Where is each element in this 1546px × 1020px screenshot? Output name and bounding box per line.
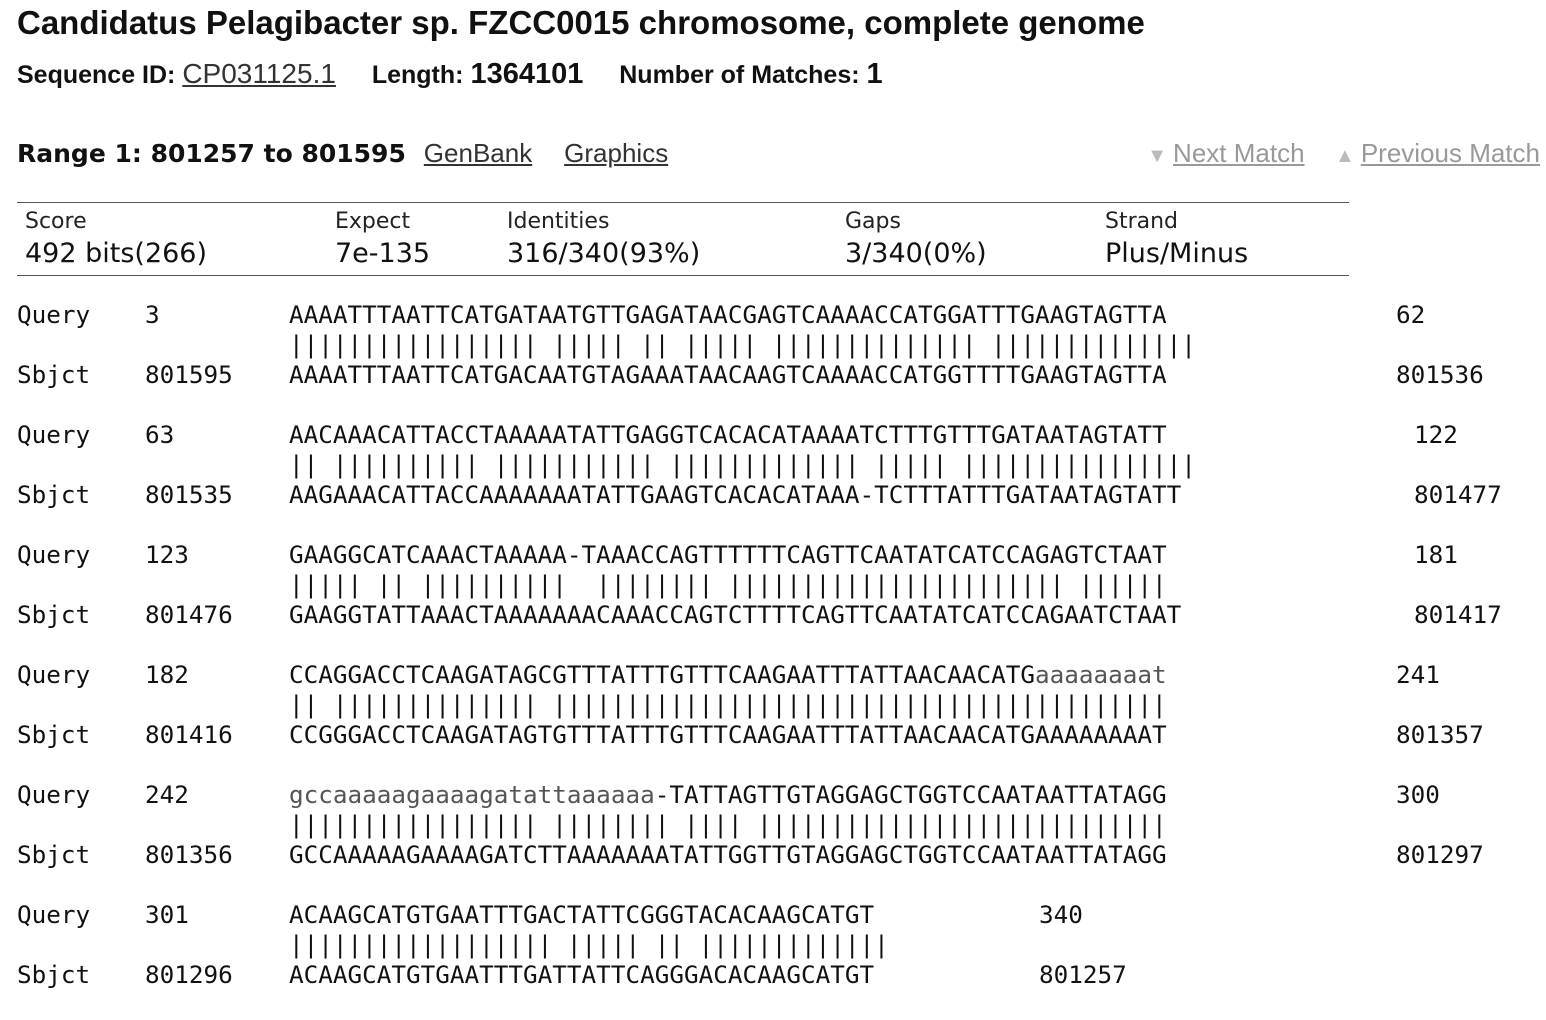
query-start: 63 xyxy=(145,420,175,449)
query-start: 123 xyxy=(145,540,189,569)
match-bars: ||||| || |||||||||| |||||||| |||||||||||… xyxy=(289,570,1167,599)
next-match-link[interactable]: Next Match xyxy=(1173,138,1305,168)
query-end: 62 xyxy=(1396,300,1426,329)
match-bars: || |||||||||||||| ||||||||||||||||||||||… xyxy=(289,690,1167,719)
length-value: 1364101 xyxy=(470,58,584,90)
query-sequence-upper: AAAATTTAATTCATGATAATGTTGAGATAACGAGTCAAAA… xyxy=(289,300,1167,329)
subject-sequence: CCGGGACCTCAAGATAGTGTTTATTTGTTTCAAGAATTTA… xyxy=(289,720,1167,749)
subject-end: 801536 xyxy=(1396,360,1484,389)
subject-sequence: GAAGGTATTAAACTAAAAAAACAAACCAGTCTTTTCAGTT… xyxy=(289,600,1182,629)
length-label: Length: xyxy=(371,61,464,89)
subject-end: 801297 xyxy=(1396,840,1484,869)
query-end: 122 xyxy=(1414,420,1458,449)
sequence-info: Sequence ID: CP031125.1 Length: 1364101 … xyxy=(17,58,883,91)
query-label: Query xyxy=(17,660,91,689)
sequence-id-link[interactable]: CP031125.1 xyxy=(182,58,336,89)
strand-stat: Strand Plus/Minus xyxy=(1105,207,1248,271)
range-header: Range 1: 801257 to 801595 GenBank Graphi… xyxy=(17,138,668,169)
query-sequence-upper: CCAGGACCTCAAGATAGCGTTTATTTGTTTCAAGAATTTA… xyxy=(289,660,1036,689)
subject-start: 801416 xyxy=(145,720,233,749)
query-sequence-lower: aaaaaaaat xyxy=(1035,660,1167,689)
query-end: 181 xyxy=(1414,540,1458,569)
query-sequence: gccaaaaagaaaagatattaaaaaa-TATTAGTTGTAGGA… xyxy=(289,780,1167,810)
query-sequence-upper: ACAAGCATGTGAATTTGACTATTCGGGTACACAAGCATGT xyxy=(289,900,875,929)
gaps-value: 3/340(0%) xyxy=(845,238,987,269)
subject-start: 801595 xyxy=(145,360,233,389)
query-label: Query xyxy=(17,780,91,809)
matches-label: Number of Matches: xyxy=(619,61,860,89)
query-sequence-tail: -TATTAGTTGTAGGAGCTGGTCCAATAATTATAGG xyxy=(654,780,1167,809)
match-navigation: ▼ Next Match ▲ Previous Match xyxy=(1147,138,1540,169)
range-label: Range 1: 801257 to 801595 xyxy=(17,139,406,168)
subject-end: 801477 xyxy=(1414,480,1502,509)
query-end: 300 xyxy=(1396,780,1440,809)
subject-label: Sbjct xyxy=(17,480,91,509)
match-bars: ||||||||||||||||| ||||| || ||||| |||||||… xyxy=(289,330,1196,359)
expect-stat: Expect 7e-135 xyxy=(335,207,430,271)
subject-sequence: AAGAAACATTACCAAAAAAATATTGAAGTCACACATAAA-… xyxy=(289,480,1182,509)
query-sequence: AAAATTTAATTCATGATAATGTTGAGATAACGAGTCAAAA… xyxy=(289,300,1167,330)
subject-label: Sbjct xyxy=(17,600,91,629)
query-label: Query xyxy=(17,300,91,329)
query-label: Query xyxy=(17,420,91,449)
subject-start: 801535 xyxy=(145,480,233,509)
score-label: Score xyxy=(25,209,87,234)
query-sequence: AACAAACATTACCTAAAAATATTGAGGTCACACATAAAAT… xyxy=(289,420,1167,450)
subject-start: 801356 xyxy=(145,840,233,869)
matches-value: 1 xyxy=(866,58,883,90)
strand-label: Strand xyxy=(1105,209,1179,234)
subject-sequence: ACAAGCATGTGAATTTGATTATTCAGGGACACAAGCATGT xyxy=(289,960,875,989)
score-stat: Score 492 bits(266) xyxy=(25,207,207,271)
query-sequence: ACAAGCATGTGAATTTGACTATTCGGGTACACAAGCATGT xyxy=(289,900,874,930)
subject-sequence: GCCAAAAAGAAAAGATCTTAAAAAAATATTGGTTGTAGGA… xyxy=(289,840,1167,869)
gaps-stat: Gaps 3/340(0%) xyxy=(845,207,987,271)
genbank-link[interactable]: GenBank xyxy=(423,138,533,168)
query-label: Query xyxy=(17,540,91,569)
expect-label: Expect xyxy=(335,209,411,234)
query-end: 340 xyxy=(1039,900,1083,929)
alignment-stats: Score 492 bits(266) Expect 7e-135 Identi… xyxy=(17,202,1349,276)
query-sequence-lower: gccaaaaagaaaagatattaaaaaa xyxy=(289,780,655,809)
subject-label: Sbjct xyxy=(17,960,91,989)
subject-sequence: AAAATTTAATTCATGACAATGTAGAAATAACAAGTCAAAA… xyxy=(289,360,1167,389)
subject-label: Sbjct xyxy=(17,720,91,749)
graphics-link[interactable]: Graphics xyxy=(564,138,669,168)
query-label: Query xyxy=(17,900,91,929)
gaps-label: Gaps xyxy=(845,209,901,234)
query-sequence: GAAGGCATCAAACTAAAAA-TAAACCAGTTTTTTCAGTTC… xyxy=(289,540,1167,570)
page-title: Candidatus Pelagibacter sp. FZCC0015 chr… xyxy=(17,4,1145,41)
query-sequence-upper: AACAAACATTACCTAAAAATATTGAGGTCACACATAAAAT… xyxy=(289,420,1167,449)
query-start: 182 xyxy=(145,660,189,689)
sequence-id-label: Sequence ID: xyxy=(17,61,176,89)
triangle-up-icon: ▲ xyxy=(1335,145,1355,167)
identities-value: 316/340(93%) xyxy=(507,238,701,269)
subject-label: Sbjct xyxy=(17,840,91,869)
strand-value: Plus/Minus xyxy=(1105,238,1249,269)
query-start: 301 xyxy=(145,900,189,929)
expect-value: 7e-135 xyxy=(335,238,431,269)
subject-start: 801476 xyxy=(145,600,233,629)
triangle-down-icon: ▼ xyxy=(1147,145,1168,167)
query-sequence: CCAGGACCTCAAGATAGCGTTTATTTGTTTCAAGAATTTA… xyxy=(289,660,1167,690)
identities-label: Identities xyxy=(507,209,610,234)
subject-end: 801257 xyxy=(1039,960,1127,989)
match-bars: ||||||||||||||||| |||||||| |||| ||||||||… xyxy=(289,810,1167,839)
query-start: 3 xyxy=(145,300,160,329)
subject-end: 801357 xyxy=(1396,720,1484,749)
query-start: 242 xyxy=(145,780,189,809)
query-end: 241 xyxy=(1396,660,1440,689)
previous-match-link[interactable]: Previous Match xyxy=(1360,138,1540,168)
subject-end: 801417 xyxy=(1414,600,1502,629)
score-value: 492 bits(266) xyxy=(25,238,208,269)
query-sequence-upper: GAAGGCATCAAACTAAAAA-TAAACCAGTTTTTTCAGTTC… xyxy=(289,540,1167,569)
match-bars: || |||||||||| ||||||||||| ||||||||||||| … xyxy=(289,450,1196,479)
subject-start: 801296 xyxy=(145,960,233,989)
identities-stat: Identities 316/340(93%) xyxy=(507,207,700,271)
match-bars: |||||||||||||||||| ||||| || ||||||||||||… xyxy=(289,930,889,959)
subject-label: Sbjct xyxy=(17,360,91,389)
